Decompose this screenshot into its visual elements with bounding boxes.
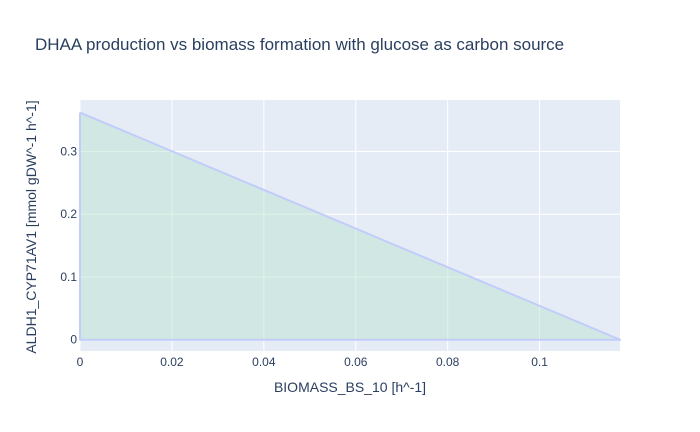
y-tick-label: 0.2 (60, 207, 77, 221)
x-tick-label: 0.04 (252, 355, 276, 369)
x-axis-label: BIOMASS_BS_10 [h^-1] (274, 379, 426, 395)
chart-title: DHAA production vs biomass formation wit… (35, 35, 564, 54)
y-tick-label: 0 (70, 333, 77, 347)
y-axis-label: ALDH1_CYP71AV1 [mmol gDW^-1 h^-1] (23, 100, 39, 353)
x-tick-label: 0.08 (436, 355, 460, 369)
y-tick-label: 0.3 (60, 144, 77, 158)
series-layer (79, 111, 621, 341)
series-line (79, 111, 621, 341)
y-tick-label: 0.1 (60, 270, 77, 284)
x-tick-label: 0.02 (160, 355, 184, 369)
x-tick-label: 0 (77, 355, 84, 369)
x-tick-labels: 0 0.02 0.04 0.06 0.08 0.1 (77, 355, 549, 369)
y-tick-labels: 0 0.1 0.2 0.3 (60, 144, 77, 346)
x-tick-label: 0.06 (344, 355, 368, 369)
x-tick-label: 0.1 (531, 355, 548, 369)
